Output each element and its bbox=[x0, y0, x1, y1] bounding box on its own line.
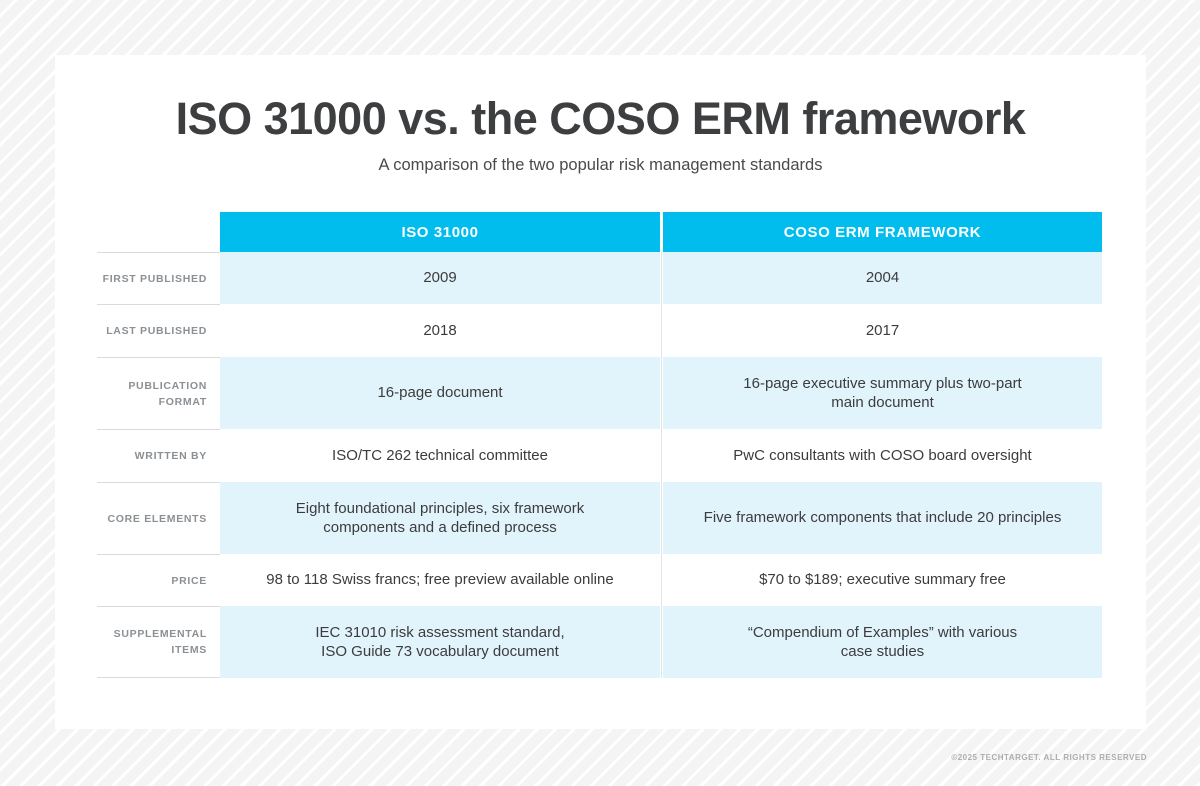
cell-coso-core-elements: Five framework components that include 2… bbox=[663, 482, 1102, 554]
table-corner-spacer bbox=[97, 212, 220, 252]
cell-coso-written-by: PwC consultants with COSO board oversigh… bbox=[663, 429, 1102, 482]
row-label-publication-format: PUBLICATION FORMAT bbox=[97, 357, 220, 429]
row-label-last-published: LAST PUBLISHED bbox=[97, 304, 220, 357]
cell-iso-first-published: 2009 bbox=[220, 252, 660, 304]
column-header-iso-31000: ISO 31000 bbox=[220, 212, 660, 252]
column-divider bbox=[660, 212, 663, 252]
page-subtitle: A comparison of the two popular risk man… bbox=[378, 156, 823, 174]
cell-iso-last-published: 2018 bbox=[220, 304, 660, 357]
column-divider bbox=[660, 606, 663, 678]
column-header-coso-erm: COSO ERM FRAMEWORK bbox=[663, 212, 1102, 252]
row-label-first-published: FIRST PUBLISHED bbox=[97, 252, 220, 304]
cell-iso-written-by: ISO/TC 262 technical committee bbox=[220, 429, 660, 482]
cell-coso-last-published: 2017 bbox=[663, 304, 1102, 357]
column-divider bbox=[660, 554, 663, 606]
row-label-core-elements: CORE ELEMENTS bbox=[97, 482, 220, 554]
cell-iso-core-elements: Eight foundational principles, six frame… bbox=[220, 482, 660, 554]
copyright-notice: ©2025 TECHTARGET. ALL RIGHTS RESERVED bbox=[951, 753, 1147, 762]
cell-coso-supplemental-items: “Compendium of Examples” with various ca… bbox=[663, 606, 1102, 678]
row-label-written-by: WRITTEN BY bbox=[97, 429, 220, 482]
column-divider bbox=[660, 429, 663, 482]
comparison-table: ISO 31000 COSO ERM FRAMEWORK FIRST PUBLI… bbox=[97, 212, 1102, 678]
cell-iso-publication-format: 16-page document bbox=[220, 357, 660, 429]
column-divider bbox=[660, 482, 663, 554]
row-label-price: PRICE bbox=[97, 554, 220, 606]
cell-coso-price: $70 to $189; executive summary free bbox=[663, 554, 1102, 606]
cell-iso-supplemental-items: IEC 31010 risk assessment standard, ISO … bbox=[220, 606, 660, 678]
cell-coso-first-published: 2004 bbox=[663, 252, 1102, 304]
cell-iso-price: 98 to 118 Swiss francs; free preview ava… bbox=[220, 554, 660, 606]
page-title: ISO 31000 vs. the COSO ERM framework bbox=[175, 93, 1026, 144]
column-divider bbox=[660, 304, 663, 357]
column-divider bbox=[660, 357, 663, 429]
cell-coso-publication-format: 16-page executive summary plus two-part … bbox=[663, 357, 1102, 429]
row-label-supplemental-items: SUPPLEMENTAL ITEMS bbox=[97, 606, 220, 678]
infographic-card: ISO 31000 vs. the COSO ERM framework A c… bbox=[55, 55, 1146, 729]
column-divider bbox=[660, 252, 663, 304]
